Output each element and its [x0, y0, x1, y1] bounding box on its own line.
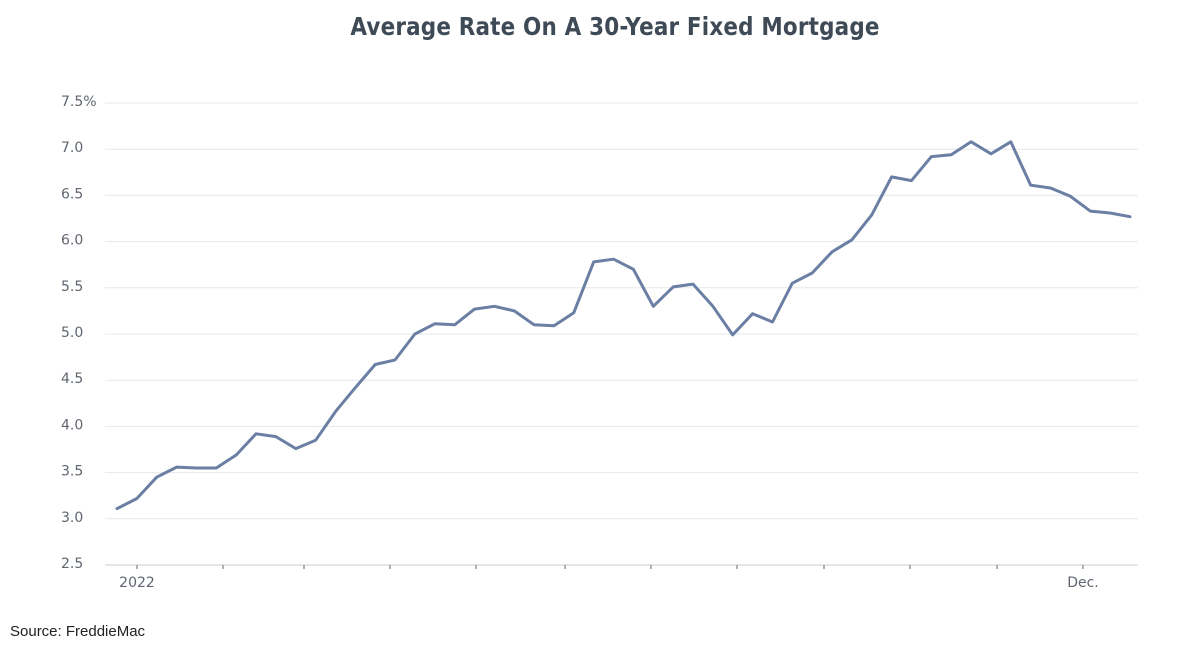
- y-tick-label: 3.0: [61, 510, 83, 526]
- chart-title: Average Rate On A 30-Year Fixed Mortgage: [350, 12, 880, 41]
- y-tick-label: 7.0: [61, 140, 83, 156]
- y-tick-label: 6.0: [61, 233, 83, 249]
- y-tick-label: 3.5: [61, 464, 83, 480]
- y-tick-label: 6.5: [61, 186, 83, 202]
- series-group: [115, 140, 1132, 511]
- y-tick-label: 7.5%: [61, 94, 97, 110]
- x-axis: 2022 Dec.: [105, 564, 1138, 591]
- y-tick-label: 4.5: [61, 371, 83, 387]
- y-axis: 7.5% 7.0 6.5 6.0 5.5 5.0 4.5 4.0 3.5 3.0 2.5: [61, 94, 97, 572]
- y-tick-label: 5.0: [61, 325, 83, 341]
- grid-lines: [105, 102, 1138, 520]
- y-tick-label: 4.0: [61, 417, 83, 433]
- series-line: [115, 140, 1132, 511]
- line-chart: 7.5% 7.0 6.5 6.0 5.5 5.0 4.5 4.0 3.5 3.0 2.5 2022 D…: [61, 94, 1138, 591]
- x-tick-label: Dec.: [1067, 575, 1099, 591]
- y-tick-label: 5.5: [61, 279, 83, 295]
- y-tick-label: 2.5: [61, 556, 83, 572]
- x-tick-label: 2022: [119, 575, 155, 591]
- source-note: Source: FreddieMac: [10, 623, 146, 640]
